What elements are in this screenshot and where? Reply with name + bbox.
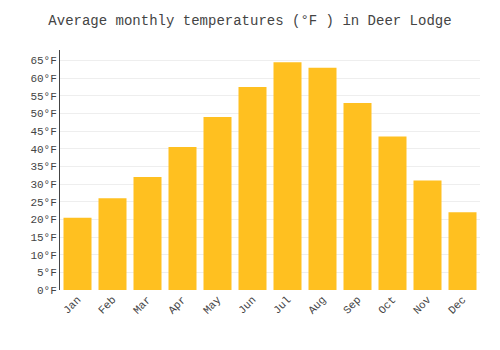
- svg-text:45°F: 45°F: [30, 126, 56, 138]
- svg-text:50°F: 50°F: [30, 108, 56, 120]
- svg-text:Jun: Jun: [236, 294, 258, 316]
- svg-text:65°F: 65°F: [30, 55, 56, 67]
- svg-text:60°F: 60°F: [30, 73, 56, 85]
- svg-text:35°F: 35°F: [30, 161, 56, 173]
- svg-text:Oct: Oct: [376, 294, 398, 316]
- svg-text:Sep: Sep: [341, 294, 363, 316]
- svg-text:Mar: Mar: [131, 294, 153, 316]
- svg-text:May: May: [201, 294, 224, 317]
- svg-text:25°F: 25°F: [30, 197, 56, 209]
- svg-text:Jul: Jul: [271, 294, 293, 316]
- svg-text:20°F: 20°F: [30, 214, 56, 226]
- svg-text:30°F: 30°F: [30, 179, 56, 191]
- svg-text:Apr: Apr: [166, 294, 188, 316]
- svg-text:55°F: 55°F: [30, 91, 56, 103]
- svg-text:0°F: 0°F: [37, 285, 57, 297]
- svg-text:5°F: 5°F: [37, 267, 57, 279]
- svg-text:Jan: Jan: [61, 294, 83, 316]
- svg-text:15°F: 15°F: [30, 232, 56, 244]
- svg-text:Feb: Feb: [96, 294, 118, 316]
- svg-text:Nov: Nov: [411, 294, 434, 317]
- svg-text:40°F: 40°F: [30, 144, 56, 156]
- svg-text:Average monthly temperatures (: Average monthly temperatures (°F ) in De…: [48, 13, 451, 29]
- svg-text:10°F: 10°F: [30, 250, 56, 262]
- svg-text:Aug: Aug: [306, 294, 328, 316]
- svg-text:Dec: Dec: [446, 294, 468, 316]
